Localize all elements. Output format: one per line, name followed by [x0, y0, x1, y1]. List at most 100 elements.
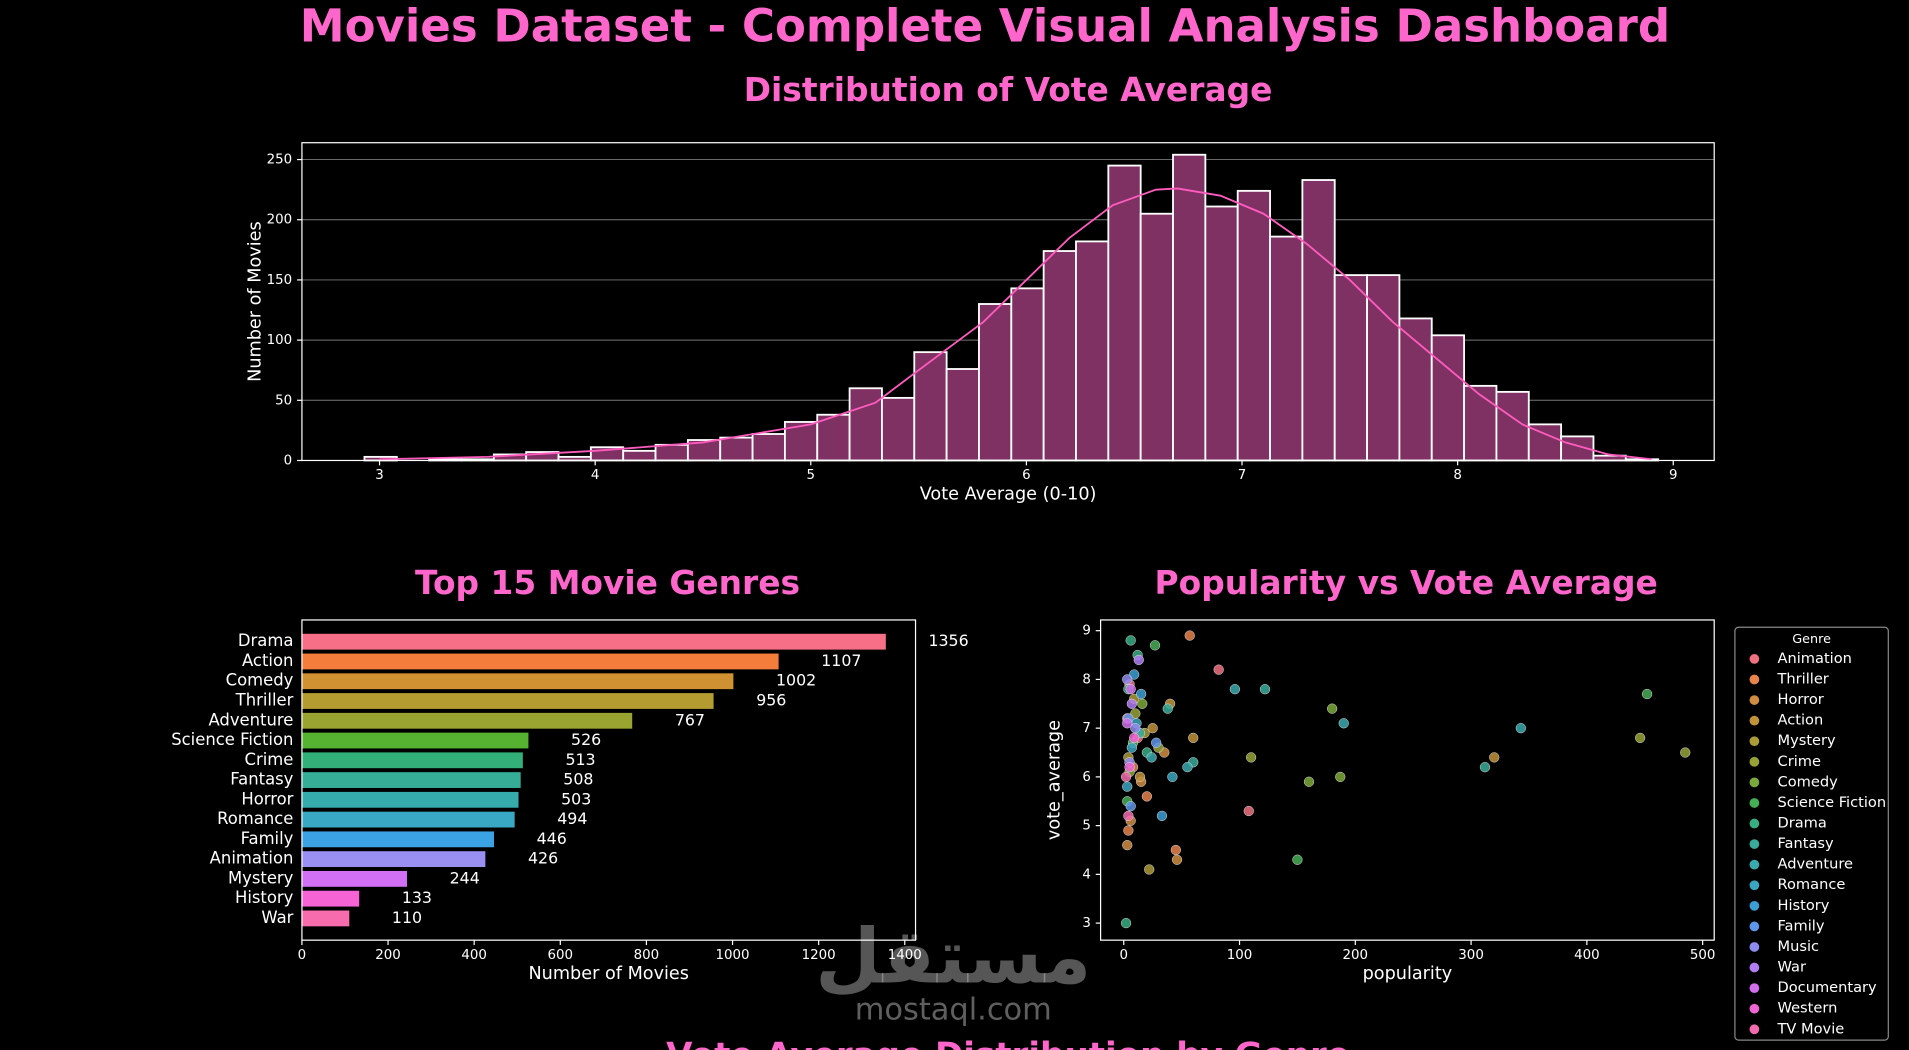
category-label: Adventure [208, 710, 293, 729]
value-label: 956 [756, 691, 786, 710]
y-tick-label: 5 [1082, 819, 1091, 834]
category-label: Mystery [228, 868, 294, 887]
histogram-bar [1236, 189, 1271, 462]
legend-label: Drama [1778, 815, 1827, 832]
chart-title: Top 15 Movie Genres [415, 563, 800, 602]
x-tick-label: 0 [1119, 948, 1128, 963]
legend-marker [1749, 1024, 1760, 1035]
histogram-bar [1010, 287, 1045, 462]
scatter-point [1137, 698, 1148, 709]
scatter-point [1133, 654, 1144, 666]
value-label: 767 [675, 710, 705, 729]
scatter-point [1338, 718, 1349, 729]
y-tick-label: 150 [267, 273, 293, 288]
histogram-bar [1172, 153, 1207, 462]
bar [301, 791, 519, 808]
y-axis-label: Number of Movies [246, 221, 266, 381]
scatter-point [1125, 801, 1136, 812]
plot-frame [301, 142, 1715, 462]
x-tick-label: 400 [1574, 948, 1600, 963]
histogram-bar [1430, 334, 1466, 462]
legend-label: Thriller [1777, 670, 1829, 687]
legend-label: War [1778, 959, 1806, 976]
scatter-point [1122, 840, 1133, 851]
category-label: Comedy [226, 671, 294, 690]
scatter-point [1126, 698, 1137, 709]
legend-marker [1749, 900, 1760, 911]
histogram-bar [1398, 317, 1433, 462]
scatter-point [1479, 762, 1491, 773]
category-label: Crime [245, 750, 294, 769]
x-tick-label: 600 [548, 948, 574, 963]
category-label: Science Fiction [171, 730, 293, 749]
legend-marker [1749, 859, 1760, 870]
scatter-point [1146, 752, 1157, 763]
bar [301, 633, 886, 650]
scatter-point [1126, 742, 1137, 753]
value-label: 503 [561, 789, 591, 808]
scatter-point [1641, 688, 1653, 700]
scatter-point [1243, 805, 1254, 817]
x-tick-label: 7 [1238, 468, 1247, 483]
scatter-point [1171, 854, 1183, 865]
y-tick-label: 50 [275, 393, 292, 408]
legend-label: Romance [1778, 876, 1846, 893]
x-tick-label: 1000 [716, 948, 750, 963]
histogram-bar [1333, 274, 1368, 462]
x-tick-label: 1200 [802, 948, 836, 963]
scatter-point [1245, 752, 1257, 763]
scatter-point [1327, 703, 1338, 714]
histogram-bar [622, 449, 657, 462]
scatter-point [1120, 917, 1132, 929]
histogram-bar [913, 351, 948, 462]
value-label: 1356 [928, 631, 968, 650]
scatter-point [1147, 723, 1158, 734]
scatter-point [1213, 664, 1224, 675]
x-tick-label: 5 [807, 468, 816, 483]
category-label: Horror [241, 789, 293, 808]
y-tick-label: 3 [1082, 916, 1091, 931]
category-label: War [261, 908, 293, 927]
legend-marker [1749, 942, 1760, 952]
scatter-point [1335, 771, 1346, 783]
x-axis-label: Vote Average (0-10) [920, 485, 1097, 505]
category-label: Fantasy [230, 770, 293, 789]
watermark-logo: مستقل [815, 913, 1091, 1001]
x-axis-label: Number of Movies [528, 964, 688, 984]
scatter-point [1292, 854, 1303, 865]
scatter-point [1134, 771, 1146, 783]
scatter-point [1125, 684, 1136, 695]
value-label: 110 [392, 908, 422, 927]
y-tick-label: 250 [267, 153, 293, 168]
scatter-point [1123, 810, 1134, 821]
scatter-point [1125, 635, 1136, 646]
value-label: 244 [450, 868, 480, 887]
histogram-bar [1560, 435, 1595, 462]
scatter-point [1144, 864, 1155, 875]
legend-label: Music [1778, 938, 1820, 955]
scatter-point [1188, 732, 1199, 744]
scatter-point [1151, 737, 1162, 748]
value-label: 494 [557, 809, 587, 828]
value-label: 446 [537, 829, 567, 848]
x-tick-label: 100 [1227, 948, 1253, 963]
scatter-point [1182, 762, 1193, 773]
legend-marker [1749, 777, 1760, 788]
scatter-point [1170, 844, 1181, 856]
legend-marker [1749, 818, 1760, 829]
legend-label: History [1778, 897, 1830, 914]
x-tick-label: 4 [591, 468, 600, 483]
x-axis-label: popularity [1363, 964, 1453, 984]
y-tick-label: 0 [284, 453, 293, 468]
scatter-point [1122, 674, 1133, 685]
value-label: 1002 [776, 671, 816, 690]
scatter-point [1129, 732, 1140, 744]
x-tick-label: 200 [375, 948, 401, 963]
value-label: 1107 [821, 651, 861, 670]
scatter-point [1489, 752, 1500, 763]
category-label: Action [242, 651, 293, 670]
bar [301, 653, 779, 670]
x-tick-label: 8 [1453, 468, 1462, 483]
histogram-bar [1463, 384, 1498, 462]
